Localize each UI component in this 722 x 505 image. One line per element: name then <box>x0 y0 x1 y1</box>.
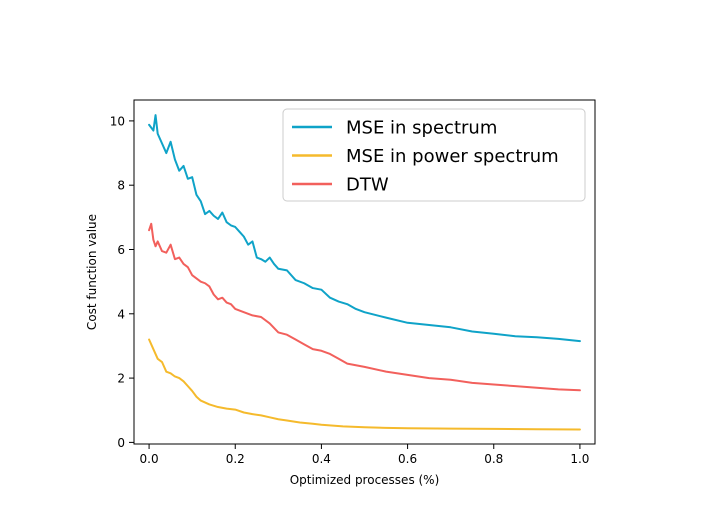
x-tick-label: 0.6 <box>398 452 417 466</box>
plot-frame <box>133 99 596 445</box>
x-tick-label: 0.0 <box>140 452 159 466</box>
legend-label-1: MSE in spectrum <box>346 118 497 139</box>
x-tick-label: 0.4 <box>312 452 331 466</box>
x-tick-label: 0.8 <box>484 452 503 466</box>
y-tick-label: 10 <box>110 114 125 128</box>
x-axis: 0.0 0.2 0.4 0.6 0.8 1.0 <box>140 444 589 466</box>
series-line-1 <box>148 114 581 343</box>
x-axis-label: Optimized processes (%) <box>290 473 440 487</box>
series-line-2 <box>148 338 581 431</box>
y-axis: 0 2 4 6 8 10 <box>110 114 134 450</box>
legend: MSE in spectrum MSE in power spectrum DTW <box>282 108 586 202</box>
series-layer <box>148 114 581 431</box>
y-tick-label: 8 <box>117 179 125 193</box>
legend-label-2: MSE in power spectrum <box>346 146 559 167</box>
x-tick-label: 0.2 <box>226 452 245 466</box>
y-tick-label: 0 <box>117 436 125 450</box>
y-tick-label: 2 <box>117 372 125 386</box>
legend-label-3: DTW <box>346 175 389 196</box>
legend-box <box>282 108 586 202</box>
y-tick-label: 6 <box>117 243 125 257</box>
y-tick-label: 4 <box>117 307 125 321</box>
y-axis-label: Cost function value <box>85 214 99 330</box>
x-tick-label: 1.0 <box>570 452 589 466</box>
series-line-3 <box>148 222 581 392</box>
